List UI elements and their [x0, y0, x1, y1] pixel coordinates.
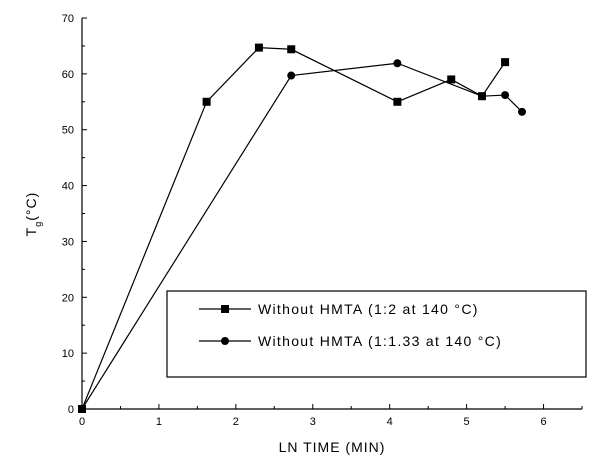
x-tick-label: 5 — [464, 416, 470, 428]
ticks — [81, 17, 583, 410]
x-tick-label: 2 — [233, 416, 239, 428]
circle-marker — [393, 59, 402, 68]
legend-item-2: Without HMTA (1:1.33 at 140 °C) — [199, 333, 502, 349]
y-tick-label: 10 — [62, 348, 74, 360]
square-marker — [254, 43, 263, 52]
series-1-line — [81, 46, 506, 410]
x-tick-label: 1 — [156, 416, 162, 428]
circle-marker — [78, 405, 86, 413]
legend-item-1: Without HMTA (1:2 at 140 °C) — [199, 301, 479, 317]
y-tick-label: 50 — [62, 125, 74, 137]
legend-items: Without HMTA (1:2 at 140 °C) Without HMTA… — [199, 301, 502, 349]
legend-label: Without HMTA (1:1.33 at 140 °C) — [258, 333, 502, 349]
square-marker — [393, 97, 402, 106]
circle-marker — [287, 71, 296, 80]
legend-label: Without HMTA (1:2 at 140 °C) — [258, 301, 479, 317]
y-tick-label: 70 — [62, 13, 74, 25]
square-marker — [447, 75, 456, 84]
circle-marker — [221, 337, 229, 345]
x-axis-label: LN TIME (MIN) — [279, 439, 386, 455]
circle-marker — [518, 107, 526, 116]
y-tick-label: 20 — [62, 292, 74, 304]
legend-box — [166, 290, 587, 378]
y-tick-label: 40 — [62, 181, 74, 193]
circle-marker — [501, 91, 510, 100]
square-marker — [287, 45, 296, 54]
series-layer — [78, 43, 526, 413]
x-tick-label: 0 — [79, 416, 85, 428]
y-axis-label: Tg(°C) — [23, 192, 43, 237]
square-marker — [501, 58, 510, 67]
y-tick-label: 30 — [62, 236, 74, 248]
y-axis-label-symbol: T — [23, 227, 39, 237]
y-axis-label-subscript: g — [33, 221, 43, 227]
series-2 — [78, 59, 526, 413]
legend: Without HMTA (1:2 at 140 °C) Without HMTA… — [166, 290, 587, 378]
x-tick-label: 4 — [387, 416, 393, 428]
square-marker — [221, 305, 229, 313]
y-axis-label-unit: (°C) — [23, 192, 39, 221]
x-tick-label: 6 — [540, 416, 546, 428]
y-tick-label: 60 — [62, 69, 74, 81]
y-tick-label: 0 — [68, 404, 74, 416]
x-tick-label: 3 — [310, 416, 316, 428]
square-marker — [202, 97, 211, 106]
circle-marker — [478, 92, 486, 101]
